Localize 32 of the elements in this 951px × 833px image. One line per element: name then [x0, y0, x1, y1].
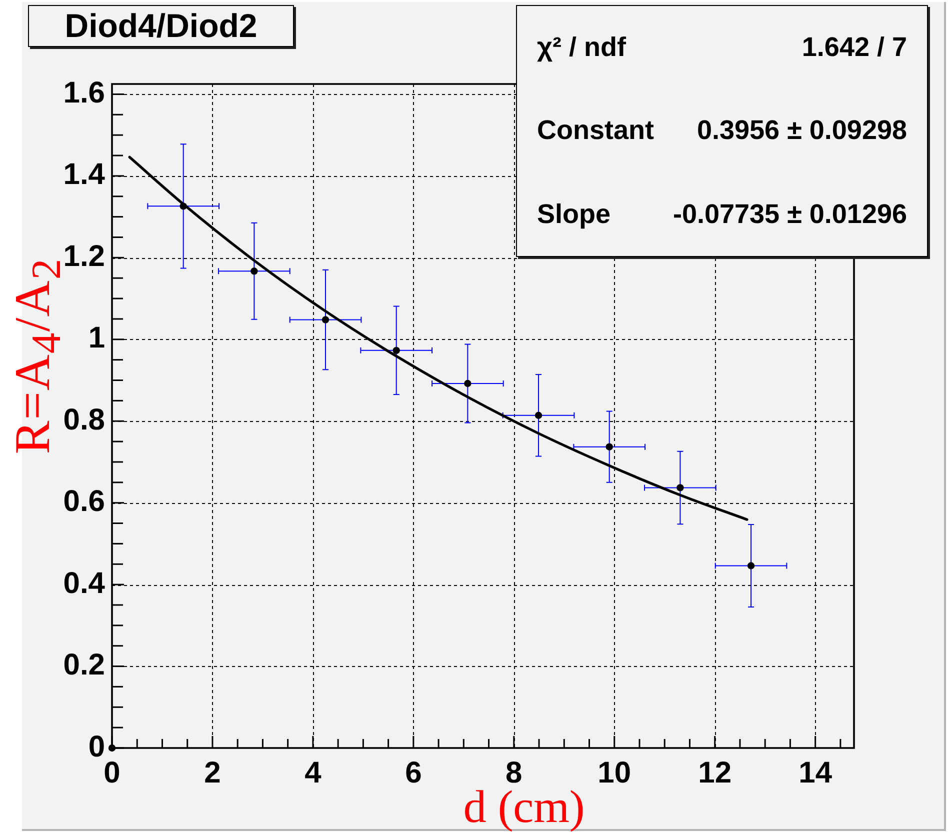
annotation: -0.07735 ± 0.01296: [672, 198, 907, 230]
point: [464, 380, 472, 388]
y-tick-label: 1: [88, 322, 105, 355]
x-tick-label: 10: [598, 756, 632, 790]
x-tick-label: 8: [506, 756, 522, 790]
point: [534, 412, 542, 419]
x-tick-label: 4: [304, 756, 322, 790]
annotation: Constant: [537, 115, 654, 146]
x-tick-label: 6: [405, 756, 422, 790]
x-tick-label: 2: [204, 756, 221, 790]
point: [108, 744, 116, 752]
text: 1.642 / 7: [802, 32, 907, 64]
point: [747, 562, 755, 570]
text: χ² / ndf: [537, 32, 626, 64]
point: [250, 268, 258, 275]
y-tick-label: 0: [88, 730, 105, 764]
point: [606, 443, 613, 450]
y-tick-label: 1.4: [63, 158, 106, 192]
point: [180, 202, 187, 210]
x-tick-label: 12: [698, 756, 732, 790]
y-tick-label: 0.2: [63, 648, 105, 682]
chart-title: Diod4/Diod2: [28, 5, 294, 47]
annotation: 0.3956 ± 0.09298: [696, 115, 907, 146]
y-tick-label: 0.4: [63, 566, 106, 600]
y-tick-label: 1.2: [63, 240, 105, 273]
x-tick-label: 14: [798, 756, 832, 790]
point: [322, 316, 330, 324]
annotation: Slope: [537, 198, 611, 230]
y-tick-label: 0.6: [63, 485, 105, 518]
y-tick-label: 1.6: [63, 76, 105, 110]
point: [676, 484, 684, 492]
point: [392, 346, 400, 354]
